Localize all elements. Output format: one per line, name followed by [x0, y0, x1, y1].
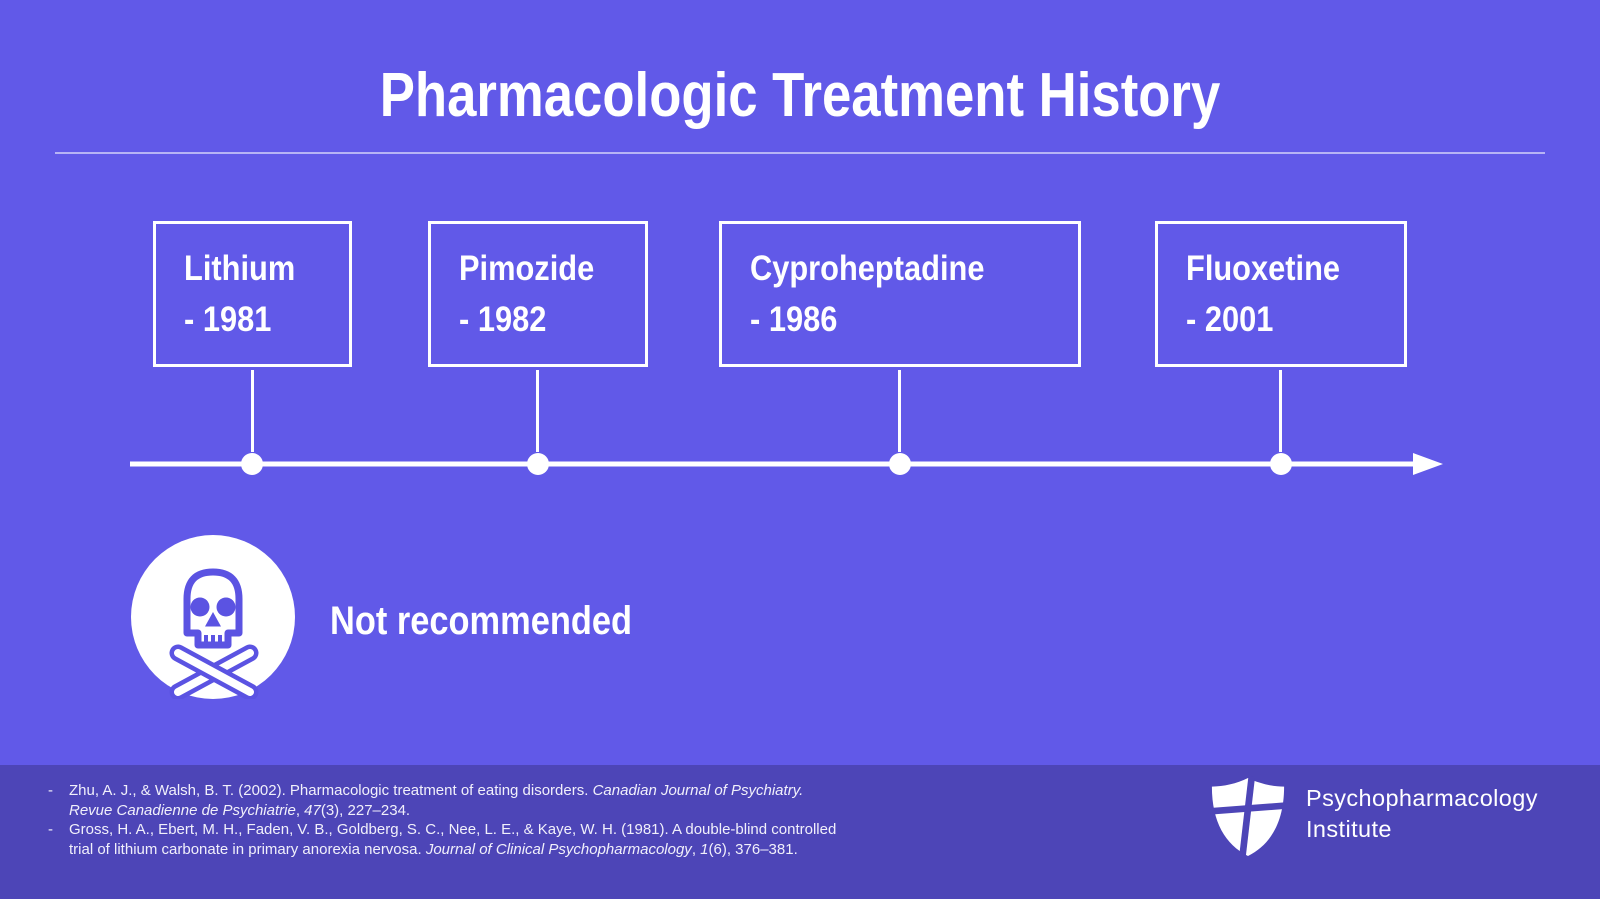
drug-name: Cyproheptadine	[750, 249, 985, 288]
drug-year: - 2001	[1186, 300, 1274, 339]
references-list: - Zhu, A. J., & Walsh, B. T. (2002). Phar…	[48, 781, 848, 859]
timeline-connector	[1279, 370, 1282, 452]
timeline-box-pimozide: Pimozide - 1982	[428, 221, 648, 367]
drug-name: Pimozide	[459, 249, 595, 288]
timeline-box-fluoxetine: Fluoxetine - 2001	[1155, 221, 1407, 367]
page-title: Pharmacologic Treatment History	[379, 61, 1221, 130]
reference-text: Zhu, A. J., & Walsh, B. T. (2002). Pharm…	[69, 782, 804, 819]
timeline-box-cyproheptadine: Cyproheptadine - 1986	[719, 221, 1081, 367]
reference-text: Gross, H. A., Ebert, M. H., Faden, V. B.…	[69, 821, 837, 858]
timeline-connector	[536, 370, 539, 452]
timeline-dot	[1270, 453, 1292, 475]
warning-label: Not recommended	[330, 599, 633, 643]
reference-item: - Gross, H. A., Ebert, M. H., Faden, V. B…	[48, 820, 848, 859]
drug-year: - 1981	[184, 300, 272, 339]
footer: - Zhu, A. J., & Walsh, B. T. (2002). Phar…	[0, 765, 1600, 899]
timeline-connector	[251, 370, 254, 452]
drug-name: Fluoxetine	[1186, 249, 1341, 288]
timeline-box-lithium: Lithium - 1981	[153, 221, 352, 367]
reference-item: - Zhu, A. J., & Walsh, B. T. (2002). Phar…	[48, 781, 848, 820]
drug-year: - 1986	[750, 300, 838, 339]
timeline-connector	[898, 370, 901, 452]
drug-name: Lithium	[184, 249, 296, 288]
timeline-axis	[130, 453, 1443, 475]
title-divider	[55, 152, 1545, 154]
timeline-dot	[241, 453, 263, 475]
drug-year: - 1982	[459, 300, 547, 339]
reference-bullet: -	[48, 821, 53, 838]
shield-icon	[1210, 776, 1286, 858]
timeline-dot	[889, 453, 911, 475]
brand-name-line1: Psychopharmacology	[1306, 785, 1538, 811]
reference-bullet: -	[48, 782, 53, 799]
skull-crossbones-icon	[131, 535, 295, 701]
brand-name-line2: Institute	[1306, 816, 1392, 842]
brand-name: Psychopharmacology Institute	[1306, 776, 1538, 858]
timeline-dot	[527, 453, 549, 475]
brand-logo: Psychopharmacology Institute	[1210, 776, 1538, 858]
arrowhead-icon	[1413, 453, 1443, 475]
